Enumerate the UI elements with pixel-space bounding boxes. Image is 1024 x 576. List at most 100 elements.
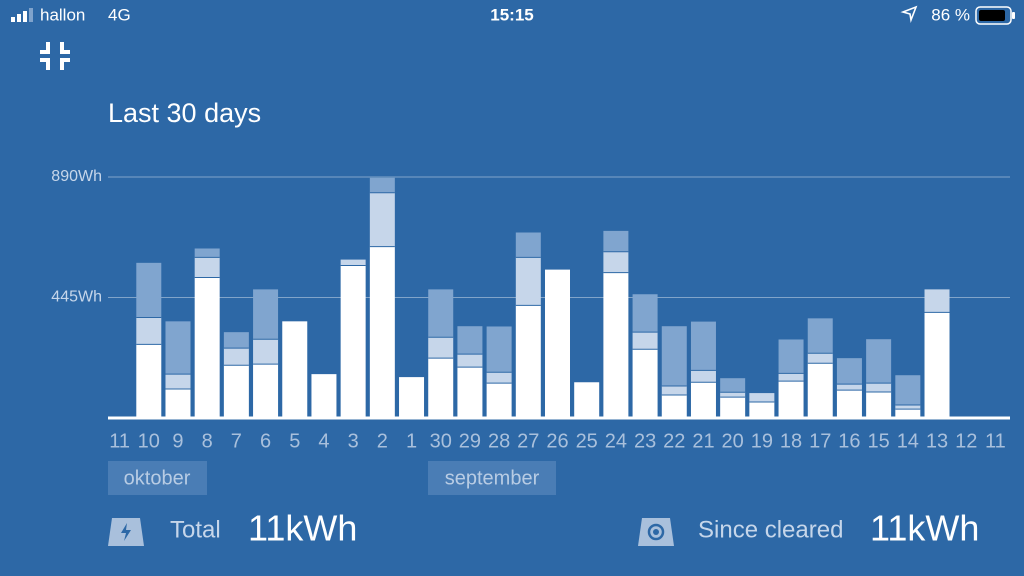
bar-segment [311, 374, 337, 418]
x-tick-label: 12 [955, 430, 977, 452]
bar-segment [895, 405, 921, 410]
month-pill [108, 461, 207, 495]
bar-segment [778, 339, 804, 374]
x-tick-label: 16 [838, 430, 860, 452]
bar-segment [720, 392, 746, 398]
location-icon [900, 5, 918, 24]
x-tick-label: 28 [488, 430, 510, 452]
bar-segment [428, 337, 454, 359]
y-tick-label: 890Wh [51, 168, 102, 185]
bar-segment [632, 294, 658, 333]
bar-segment [836, 384, 862, 391]
bar-segment [603, 230, 629, 252]
x-tick-label: 19 [751, 430, 773, 452]
x-tick-label: 17 [809, 430, 831, 452]
bar-segment [194, 277, 220, 418]
bar-segment [749, 393, 775, 403]
bar-segment [486, 326, 512, 373]
bar-segment [690, 370, 716, 383]
bar-segment [253, 289, 279, 340]
bar-segment [340, 265, 366, 418]
bar-segment [457, 354, 483, 368]
bar-segment [545, 269, 570, 418]
bar-segment [924, 289, 950, 313]
bar-segment [253, 364, 279, 418]
x-tick-label: 11 [985, 430, 1006, 452]
bar-segment [807, 353, 833, 364]
month-pill [428, 461, 556, 495]
x-tick-label: 23 [634, 430, 656, 452]
bar-segment [749, 402, 775, 418]
bar-segment [340, 259, 366, 266]
bar-segment [515, 305, 541, 418]
x-tick-label: 27 [517, 430, 539, 452]
bar-segment [836, 390, 862, 418]
bar-segment [165, 321, 191, 375]
month-label: september [445, 467, 540, 489]
bar-segment [778, 381, 804, 418]
bar-segment [661, 394, 687, 418]
bar-segment [778, 373, 804, 382]
bar-segment [574, 382, 600, 418]
y-tick-label: 445Wh [51, 289, 102, 306]
bar-segment [807, 318, 833, 354]
bar-segment [720, 397, 746, 418]
bar-segment [866, 339, 892, 384]
collapse-button[interactable] [40, 42, 70, 70]
bar-segment [515, 257, 541, 306]
since-cleared-icon [638, 518, 674, 546]
bar-segment [136, 344, 162, 418]
bar-segment [428, 358, 454, 418]
x-tick-label: 22 [663, 430, 685, 452]
bar-segment [632, 332, 658, 350]
bar-segment [486, 383, 512, 418]
x-tick-label: 1 [406, 430, 417, 452]
x-tick-label: 14 [897, 430, 919, 452]
bar-segment [836, 358, 862, 385]
carrier: hallon [40, 5, 85, 24]
bar-segment [603, 251, 629, 273]
bar-segment [690, 321, 716, 371]
signal-icon [11, 8, 33, 22]
bar-segment [457, 326, 483, 355]
chart-title: Last 30 days [108, 98, 261, 128]
x-tick-label: 24 [605, 430, 627, 452]
bar-segment [924, 312, 950, 418]
x-tick-label: 11 [109, 430, 130, 452]
bar-segment [428, 289, 454, 338]
bar-segment [194, 257, 220, 278]
x-tick-label: 25 [576, 430, 598, 452]
total-label: Total [170, 516, 221, 543]
bar-segment [223, 332, 249, 349]
x-tick-label: 6 [260, 430, 271, 452]
since-cleared-value: 11kWh [870, 508, 979, 549]
bar-segment [457, 367, 483, 418]
bar-segment [369, 177, 395, 193]
total-icon [108, 518, 144, 546]
bar-segment [136, 317, 162, 345]
x-tick-label: 4 [318, 430, 329, 452]
network: 4G [108, 5, 131, 24]
bar-segment [866, 392, 892, 418]
x-tick-label: 30 [430, 430, 452, 452]
clock: 15:15 [490, 5, 533, 24]
bar-segment [632, 349, 658, 418]
bar-segment [253, 339, 279, 365]
bar-segment [895, 375, 921, 406]
bar-segment [165, 389, 191, 418]
x-tick-label: 3 [348, 430, 359, 452]
x-tick-label: 7 [231, 430, 242, 452]
battery-percent: 86 % [931, 5, 970, 24]
bar-segment [194, 248, 220, 258]
month-label: oktober [124, 467, 191, 489]
bar-segment [223, 348, 249, 366]
bar-segment [223, 365, 249, 418]
battery-icon [975, 6, 1015, 25]
bar-segment [690, 382, 716, 418]
x-tick-label: 2 [377, 430, 388, 452]
bar-segment [895, 409, 921, 418]
x-tick-label: 15 [868, 430, 890, 452]
x-tick-label: 26 [546, 430, 568, 452]
